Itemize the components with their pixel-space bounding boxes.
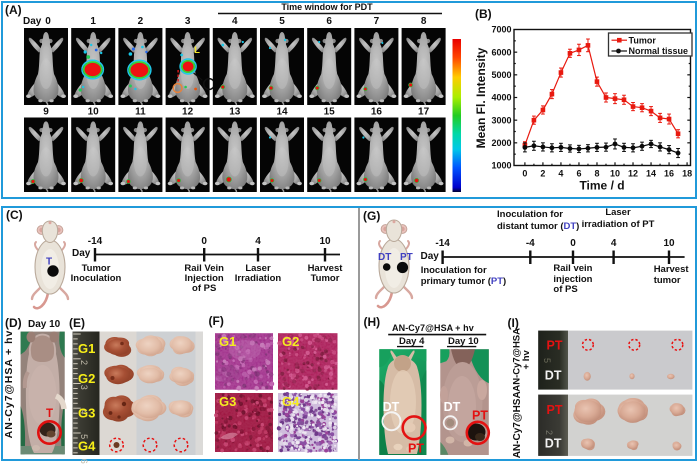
svg-text:15: 15 [324, 107, 336, 118]
svg-text:6: 6 [326, 16, 332, 27]
svg-text:3: 3 [185, 16, 191, 27]
svg-text:G4: G4 [78, 439, 96, 454]
svg-text:4000: 4000 [491, 93, 511, 103]
svg-text:PT: PT [400, 252, 413, 263]
svg-text:14: 14 [646, 169, 656, 179]
svg-text:PT: PT [547, 403, 563, 417]
svg-text:G3: G3 [219, 394, 236, 409]
svg-text:DT: DT [545, 369, 562, 383]
svg-text:7: 7 [374, 16, 380, 27]
svg-text:DT: DT [383, 400, 400, 414]
svg-text:4: 4 [558, 169, 563, 179]
svg-text:13: 13 [229, 107, 241, 118]
svg-text:Mean Fl. Intensity: Mean Fl. Intensity [474, 47, 488, 148]
svg-text:6: 6 [79, 459, 89, 464]
svg-text:6: 6 [576, 169, 581, 179]
svg-text:Time window for PDT: Time window for PDT [281, 2, 373, 12]
svg-text:0: 0 [522, 169, 527, 179]
svg-text:11: 11 [135, 107, 146, 118]
svg-text:G4: G4 [282, 394, 300, 409]
svg-text:5: 5 [542, 358, 552, 363]
svg-text:0: 0 [45, 16, 51, 27]
svg-text:DT: DT [378, 252, 391, 263]
svg-text:9: 9 [43, 107, 49, 118]
svg-text:2: 2 [540, 169, 545, 179]
svg-text:Tumor: Tumor [629, 35, 657, 45]
svg-text:AN-Cy7@HSA: AN-Cy7@HSA [512, 328, 523, 392]
svg-text:3: 3 [79, 385, 89, 390]
svg-text:PT: PT [547, 339, 563, 353]
svg-text:8: 8 [421, 16, 427, 27]
svg-text:10: 10 [610, 169, 620, 179]
svg-text:L: L [194, 45, 200, 56]
svg-text:8: 8 [594, 169, 599, 179]
svg-text:16: 16 [664, 169, 674, 179]
svg-text:6000: 6000 [491, 47, 511, 57]
svg-text:Time / d: Time / d [579, 179, 624, 193]
svg-text:DT: DT [545, 437, 562, 451]
svg-text:5: 5 [79, 434, 89, 439]
svg-text:G2: G2 [78, 371, 95, 386]
svg-text:1000: 1000 [491, 161, 511, 171]
svg-text:18: 18 [682, 169, 692, 179]
svg-text:5: 5 [279, 16, 285, 27]
svg-text:3000: 3000 [491, 115, 511, 125]
svg-text:7000: 7000 [491, 25, 511, 35]
svg-text:2: 2 [544, 430, 554, 435]
svg-text:T: T [46, 408, 53, 420]
svg-text:Day: Day [23, 16, 42, 27]
svg-text:G1: G1 [219, 334, 236, 349]
svg-text:12: 12 [182, 107, 194, 118]
svg-text:G2: G2 [282, 334, 299, 349]
svg-text:PT: PT [472, 409, 488, 423]
svg-text:G1: G1 [78, 341, 95, 356]
svg-text:17: 17 [418, 107, 430, 118]
svg-text:14: 14 [276, 107, 288, 118]
svg-text:1: 1 [90, 16, 96, 27]
svg-text:10: 10 [88, 107, 100, 118]
svg-text:4: 4 [232, 16, 238, 27]
svg-text:PT: PT [408, 442, 424, 456]
svg-text:4: 4 [79, 409, 89, 414]
svg-text:2: 2 [79, 360, 89, 365]
svg-text:T: T [46, 257, 52, 268]
svg-text:AN-Cy7@HSA: AN-Cy7@HSA [512, 391, 523, 458]
svg-text:DT: DT [444, 400, 461, 414]
svg-text:G3: G3 [78, 406, 95, 421]
svg-text:16: 16 [371, 107, 383, 118]
svg-text:2000: 2000 [491, 138, 511, 148]
svg-text:AN-Cy7@HSA + hv: AN-Cy7@HSA + hv [3, 330, 15, 439]
svg-text:5000: 5000 [491, 70, 511, 80]
svg-text:2: 2 [138, 16, 144, 27]
svg-text:+ hv: + hv [521, 349, 532, 369]
svg-text:12: 12 [628, 169, 638, 179]
svg-text:Normal tissue: Normal tissue [629, 46, 689, 56]
